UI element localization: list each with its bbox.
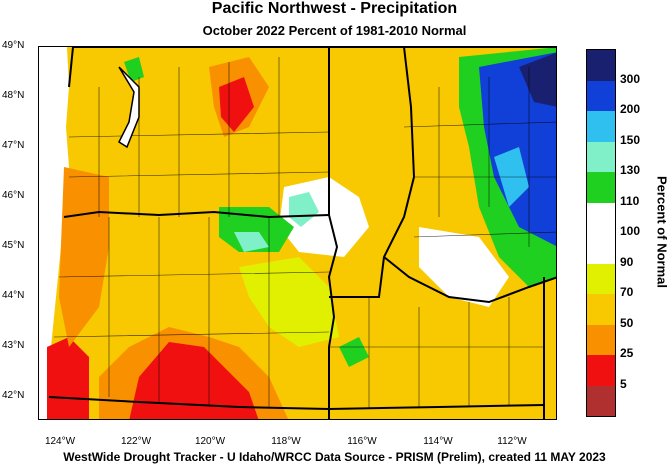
lat-label: 48°N	[2, 90, 25, 101]
lon-label: 120°W	[194, 436, 226, 447]
legend-swatch	[587, 80, 615, 111]
legend-label: 5	[620, 376, 627, 391]
lon-label: 118°W	[271, 436, 301, 447]
legend-title: Percent of Normal	[654, 176, 669, 288]
lon-label: 114°W	[423, 436, 453, 447]
lon-label: 116°W	[347, 436, 377, 447]
legend-swatch	[587, 355, 615, 386]
precipitation-map	[38, 46, 557, 420]
legend-label: 200	[620, 102, 641, 116]
lon-label: 112°W	[497, 436, 527, 447]
legend-label: 300	[620, 71, 641, 86]
lat-label: 45°N	[2, 240, 25, 251]
lat-label: 49°N	[2, 40, 25, 51]
lat-label: 42°N	[2, 390, 25, 401]
map-canvas	[39, 47, 556, 419]
lat-label: 47°N	[2, 140, 25, 151]
legend-swatch	[587, 111, 615, 142]
map-subtitle: October 2022 Percent of 1981-2010 Normal	[202, 23, 467, 38]
legend-swatch	[587, 263, 615, 294]
legend-swatch	[587, 385, 615, 416]
legend-colorbar	[586, 49, 616, 417]
footer-credit: WestWide Drought Tracker - U Idaho/WRCC …	[63, 450, 606, 464]
legend-swatch	[587, 324, 615, 355]
legend-label: 70	[620, 285, 634, 299]
legend-label: 110	[620, 193, 640, 208]
legend-swatch	[587, 233, 615, 264]
legend-swatch	[587, 202, 615, 233]
legend-label: 25	[620, 346, 634, 360]
lat-label: 43°N	[2, 340, 25, 351]
legend-swatch	[587, 141, 615, 172]
lat-label: 46°N	[2, 190, 25, 201]
map-title: Pacific Northwest - Precipitation	[211, 0, 458, 17]
legend-label: 150	[620, 132, 641, 147]
lon-label: 122°W	[120, 436, 152, 447]
legend-swatch	[587, 50, 615, 81]
lon-label: 124°W	[44, 436, 76, 447]
legend-label: 130	[620, 163, 641, 177]
legend-label: 90	[620, 254, 634, 269]
legend-label: 50	[620, 315, 634, 330]
legend-swatch	[587, 172, 615, 203]
legend-swatch	[587, 294, 615, 325]
lat-label: 44°N	[2, 290, 25, 301]
legend-label: 100	[620, 224, 641, 238]
